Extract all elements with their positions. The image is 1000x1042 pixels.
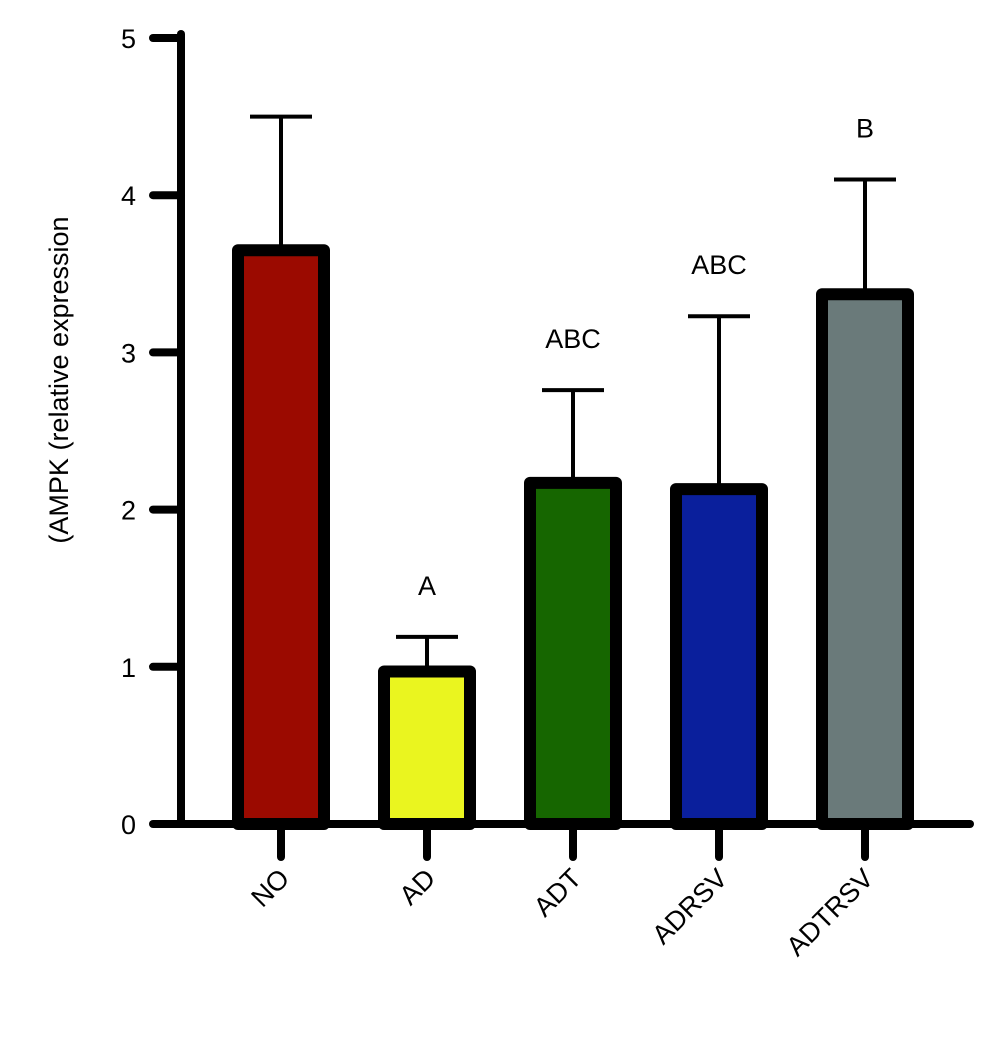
significance-label: ABC <box>545 324 601 354</box>
significance-label: ABC <box>691 250 747 280</box>
significance-label: B <box>856 113 874 143</box>
y-tick-label: 0 <box>121 810 136 840</box>
x-tick-label: AD <box>394 863 442 911</box>
bar <box>816 288 914 830</box>
x-tick-label: ADTRSV <box>781 863 880 962</box>
bar <box>670 483 768 830</box>
x-tick-label: ADRSV <box>646 863 733 950</box>
bar <box>232 244 330 831</box>
x-tick-label: ADT <box>528 863 587 922</box>
bar <box>524 476 622 830</box>
x-tick-label: NO <box>245 863 295 913</box>
y-tick-label: 4 <box>121 181 136 211</box>
y-tick-label: 5 <box>121 24 136 54</box>
y-axis-label: (AMPK (relative expression <box>44 216 74 543</box>
y-tick-label: 3 <box>121 338 136 368</box>
error-bars <box>250 114 896 672</box>
y-tick-label: 2 <box>121 496 136 526</box>
y-tick-label: 1 <box>121 653 136 683</box>
bars <box>232 244 914 831</box>
bar <box>378 665 476 830</box>
significance-label: A <box>418 571 436 601</box>
y-axis: 0 1 2 3 4 5 <box>121 24 185 840</box>
significance-labels: A ABC ABC B <box>418 113 874 600</box>
category-labels: NO AD ADT ADRSV ADTRSV <box>245 863 879 962</box>
